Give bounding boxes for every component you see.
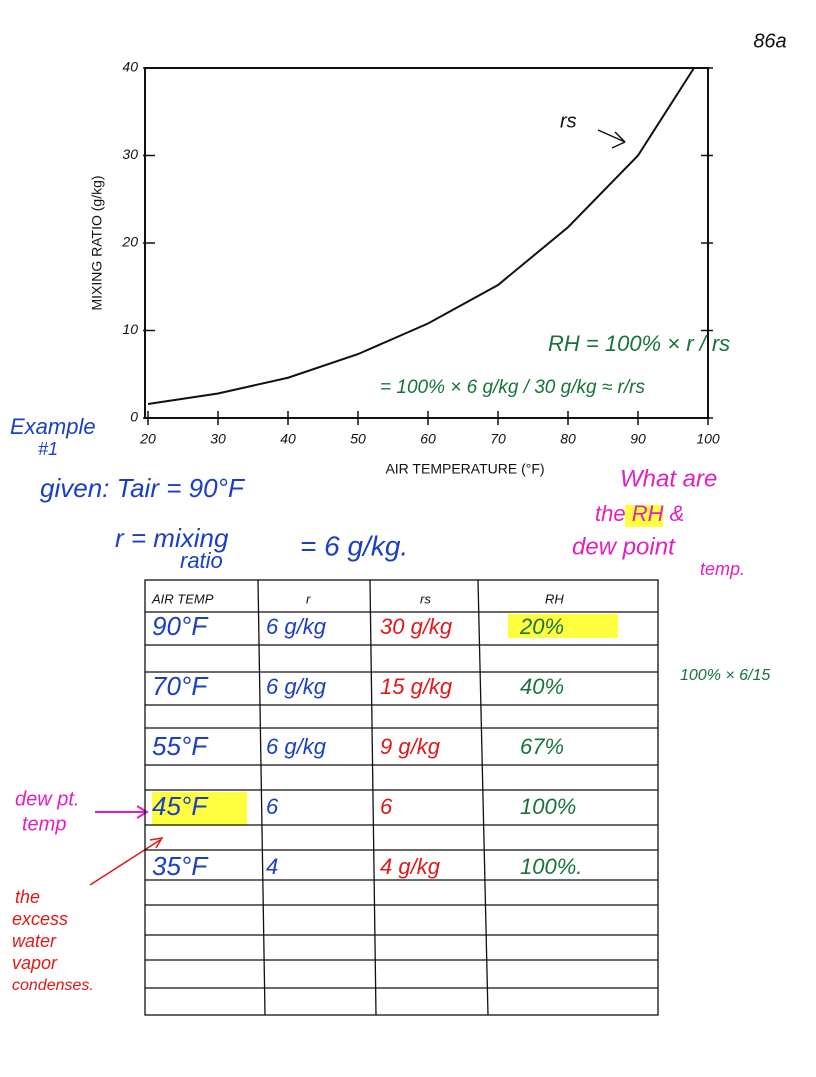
note: excess xyxy=(12,909,68,929)
table-cell: 100%. xyxy=(520,854,582,879)
table-header: RH xyxy=(545,591,564,606)
y-tick-label: 20 xyxy=(121,234,138,250)
y-tick-label: 40 xyxy=(122,59,138,75)
y-tick-label: 30 xyxy=(122,146,138,162)
x-tick-label: 60 xyxy=(420,431,436,447)
annotation: = 100% × 6 g/kg / 30 g/kg ≈ r/rs xyxy=(380,377,645,398)
x-axis-label: AIR TEMPERATURE (°F) xyxy=(385,461,544,477)
note: dew pt. xyxy=(15,788,79,810)
table-cell: 40% xyxy=(520,674,564,699)
x-tick-label: 40 xyxy=(280,431,296,447)
table-cell: 100% xyxy=(520,794,576,819)
table-cell: 6 xyxy=(380,794,393,819)
highlight xyxy=(152,792,247,826)
table-cell: 55°F xyxy=(152,731,209,761)
y-tick-label: 10 xyxy=(122,321,138,337)
x-tick-label: 70 xyxy=(490,431,506,447)
table-cell: 6 g/kg xyxy=(266,614,327,639)
arrow xyxy=(95,805,149,819)
table-cell: 4 g/kg xyxy=(380,854,441,879)
x-tick-label: 50 xyxy=(350,431,366,447)
table-cell: 35°F xyxy=(152,851,209,881)
table-cell: 6 g/kg xyxy=(266,734,327,759)
table-header: rs xyxy=(420,591,431,606)
note: temp xyxy=(22,813,66,835)
curve-label: rs xyxy=(560,110,577,132)
note: vapor xyxy=(12,953,58,973)
table-header: AIR TEMP xyxy=(151,591,214,606)
arrow xyxy=(89,836,164,886)
x-tick-label: 20 xyxy=(139,431,156,447)
note: = 6 g/kg. xyxy=(300,530,408,561)
page-number: 86a xyxy=(753,30,786,52)
table-header: r xyxy=(306,591,311,606)
note: #1 xyxy=(38,439,58,459)
table-cell: 9 g/kg xyxy=(380,734,441,759)
highlight xyxy=(625,505,663,527)
note: 100% × 6/15 xyxy=(680,667,770,684)
x-tick-label: 30 xyxy=(210,431,226,447)
note: dew point xyxy=(572,533,676,560)
note: the xyxy=(15,887,40,907)
table-cell: 70°F xyxy=(152,671,209,701)
table-cell: 20% xyxy=(519,614,564,639)
note: temp. xyxy=(700,559,745,579)
highlight xyxy=(508,614,618,638)
table-cell: 4 xyxy=(266,854,278,879)
note: water xyxy=(12,931,57,951)
note: ratio xyxy=(180,548,223,573)
note: What are xyxy=(620,465,717,492)
table-cell: 6 g/kg xyxy=(266,674,327,699)
table-cell: 90°F xyxy=(152,611,209,641)
table-cell: 67% xyxy=(520,734,564,759)
note: condenses. xyxy=(12,977,94,994)
x-tick-label: 90 xyxy=(630,431,646,447)
table-cell: 45°F xyxy=(152,791,209,821)
x-tick-label: 100 xyxy=(696,431,720,447)
annotation: RH = 100% × r / rs xyxy=(548,331,730,356)
curve xyxy=(147,67,695,405)
y-axis-label: MIXING RATIO (g/kg) xyxy=(89,175,105,310)
table-cell: 6 xyxy=(266,794,279,819)
y-tick-label: 0 xyxy=(130,409,138,425)
table-cell: 15 g/kg xyxy=(380,674,453,699)
table-cell: 30 g/kg xyxy=(380,614,453,639)
note: the RH & xyxy=(595,501,684,526)
note: r = mixing xyxy=(115,523,229,553)
note: Example xyxy=(10,414,96,439)
x-tick-label: 80 xyxy=(560,431,576,447)
arrow xyxy=(597,129,626,149)
table-grid xyxy=(144,579,659,1016)
note: given: Tair = 90°F xyxy=(40,473,246,503)
